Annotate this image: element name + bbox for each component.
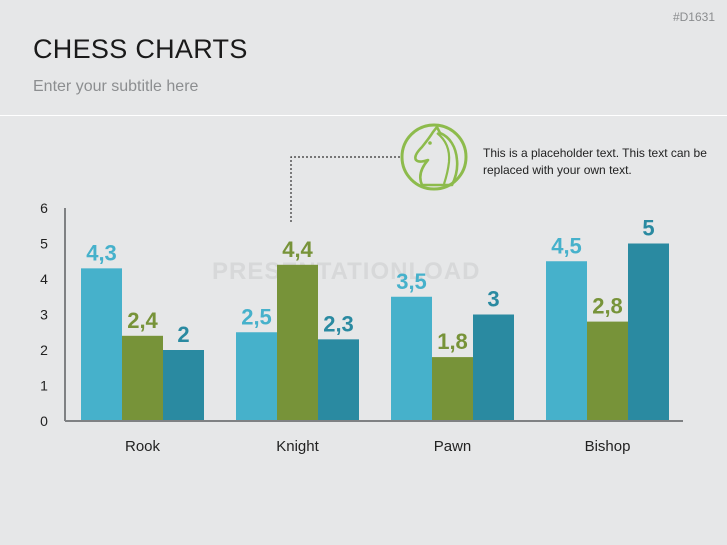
slide-code: #D1631 xyxy=(672,10,715,24)
bar xyxy=(318,339,359,421)
data-label: 2,5 xyxy=(241,304,272,329)
divider xyxy=(0,115,727,116)
y-tick-label: 2 xyxy=(40,342,48,358)
data-label: 3,5 xyxy=(396,269,427,294)
y-tick-label: 6 xyxy=(40,200,48,216)
category-label: Bishop xyxy=(585,438,631,455)
y-tick-label: 4 xyxy=(40,271,48,287)
bar xyxy=(122,335,163,421)
category-label: Pawn xyxy=(434,438,472,455)
page-title: CHESS CHARTS xyxy=(33,34,248,64)
bar xyxy=(628,243,669,421)
bar xyxy=(473,314,514,421)
y-tick-label: 1 xyxy=(40,378,48,394)
bar xyxy=(163,350,204,421)
data-label: 2,3 xyxy=(323,311,354,336)
data-label: 2,4 xyxy=(127,308,158,333)
y-tick-label: 0 xyxy=(40,413,48,429)
callout-connector xyxy=(290,156,400,222)
y-tick-label: 5 xyxy=(40,236,48,252)
data-label: 2,8 xyxy=(592,294,623,319)
bar xyxy=(546,261,587,421)
bar xyxy=(391,296,432,421)
data-label: 5 xyxy=(642,216,654,241)
watermark: PRESENTATIONLOAD xyxy=(212,258,481,285)
category-label: Rook xyxy=(125,438,161,455)
bar xyxy=(81,268,122,421)
bars xyxy=(81,243,669,421)
data-label: 3 xyxy=(487,287,499,312)
bar xyxy=(277,264,318,421)
y-axis-ticks: 0 1 2 3 4 5 6 xyxy=(40,200,48,429)
bar xyxy=(587,321,628,421)
data-label: 1,8 xyxy=(437,329,468,354)
data-label: 4,5 xyxy=(551,233,582,258)
page-subtitle: Enter your subtitle here xyxy=(33,78,199,95)
data-label: 4,3 xyxy=(86,240,117,265)
category-labels: Rook Knight Pawn Bishop xyxy=(125,438,630,455)
data-label: 2 xyxy=(177,322,189,347)
callout-text: This is a placeholder text. This text ca… xyxy=(483,146,707,177)
data-labels: 4,3 2,4 2 2,5 4,4 2,3 3,5 1,8 3 4,5 2,8 5 xyxy=(86,216,654,355)
bar xyxy=(432,357,473,421)
data-label: 4,4 xyxy=(282,237,313,262)
bar xyxy=(236,332,277,421)
category-label: Knight xyxy=(276,438,319,455)
knight-chess-piece-icon xyxy=(400,123,468,191)
y-tick-label: 3 xyxy=(40,307,48,323)
